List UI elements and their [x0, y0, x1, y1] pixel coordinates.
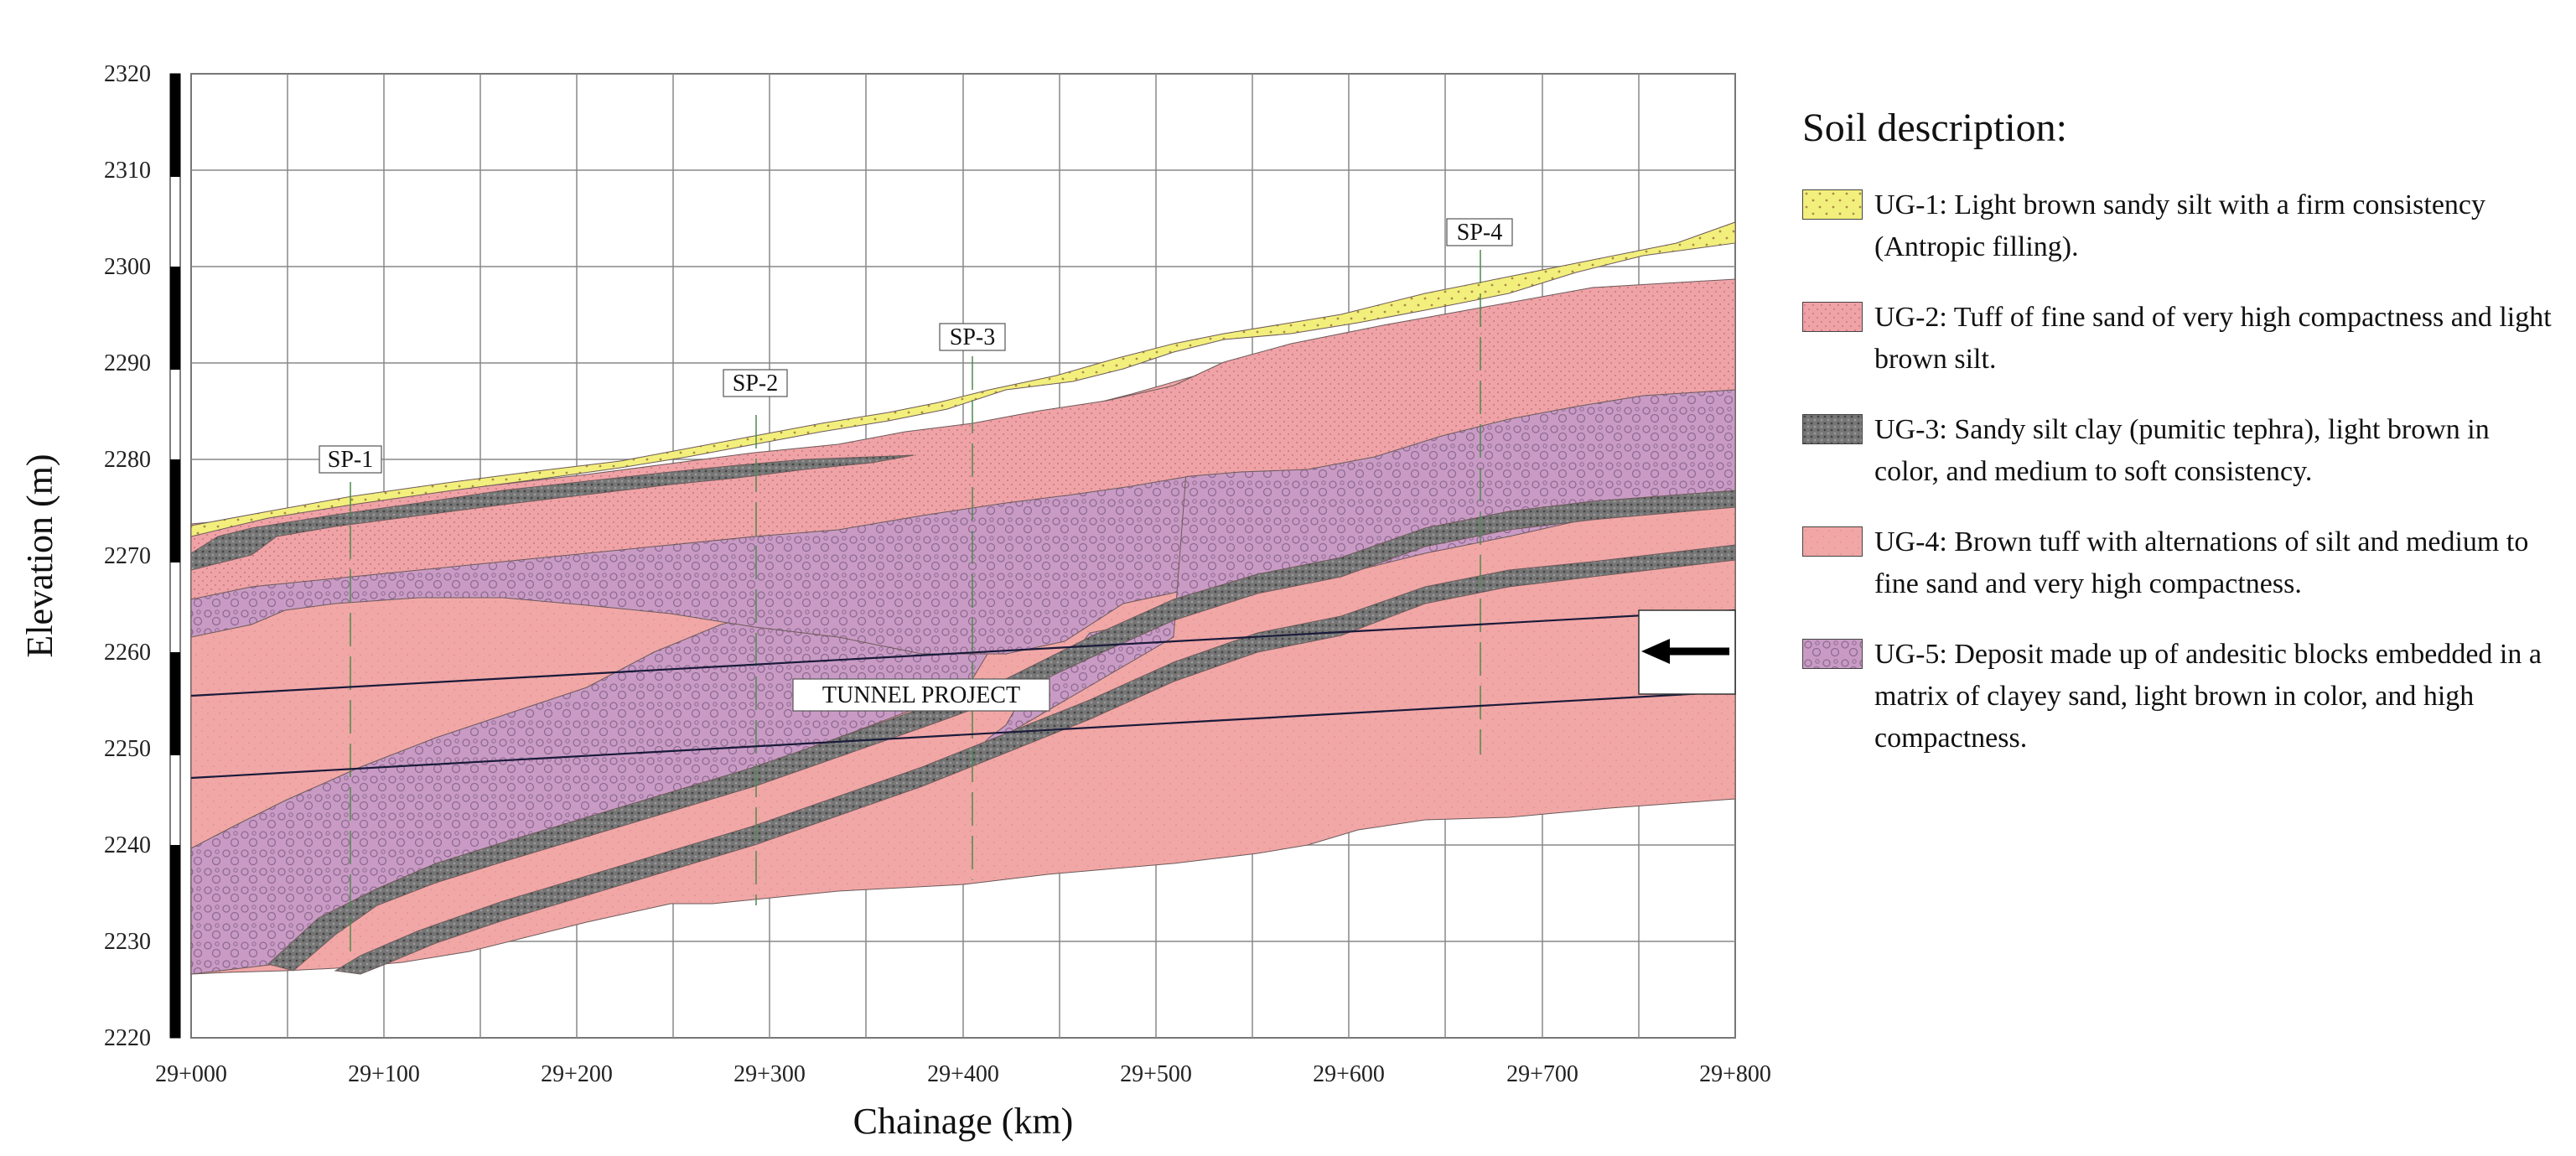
sp-3-label: SP-3 [950, 324, 995, 350]
tunnel-label: TUNNEL PROJECT [822, 682, 1020, 708]
layer-ug3-band-upper [267, 490, 1736, 972]
x-tick: 29+300 [733, 1061, 806, 1087]
x-tick: 29+200 [541, 1061, 613, 1087]
y-tick: 2260 [104, 640, 151, 666]
x-tick: 29+400 [927, 1061, 999, 1087]
legend-item-ug2: UG-2: Tuff of fine sand of very high com… [1802, 297, 2557, 381]
legend-item-ug1: UG-1: Light brown sandy silt with a firm… [1802, 184, 2557, 268]
x-tick: 29+600 [1313, 1061, 1385, 1087]
y-tick-labels: 2320 2310 2300 2290 2280 2270 2260 2250 … [104, 61, 151, 1051]
y-tick: 2220 [104, 1025, 151, 1051]
tunnel-top-line [190, 609, 1736, 697]
sp-2-label: SP-2 [733, 371, 778, 397]
legend-item-ug5: UG-5: Deposit made up of andesitic block… [1802, 634, 2557, 759]
legend-text-ug2: UG-2: Tuff of fine sand of very high com… [1874, 302, 2552, 375]
legend-item-ug3: UG-3: Sandy silt clay (pumitic tephra), … [1802, 409, 2557, 493]
layer-ug2-top [190, 278, 1736, 600]
tunnel-direction-indicator [1638, 609, 1736, 695]
y-tick: 2290 [104, 350, 151, 376]
tunnel-bottom-line [190, 690, 1736, 780]
tunnel-label-box: TUNNEL PROJECT [792, 678, 1050, 712]
ug1-swatch [1802, 189, 1863, 220]
y-tick: 2230 [104, 929, 151, 955]
legend-text-ug1: UG-1: Light brown sandy silt with a firm… [1874, 189, 2486, 262]
x-tick: 29+800 [1699, 1061, 1771, 1087]
legend-text-ug3: UG-3: Sandy silt clay (pumitic tephra), … [1874, 414, 2490, 487]
arrow-left-icon [1641, 639, 1670, 664]
ug3-swatch [1802, 414, 1863, 444]
x-tick: 29+000 [155, 1061, 227, 1087]
soil-layers [190, 221, 1736, 975]
y-tick: 2320 [104, 61, 151, 87]
y-tick: 2250 [104, 736, 151, 762]
ug2-swatch [1802, 302, 1863, 332]
y-tick: 2240 [104, 832, 151, 858]
y-axis-title: Elevation (m) [19, 454, 60, 657]
layer-ug3-shallow [190, 454, 915, 571]
x-tick-labels: 29+000 29+100 29+200 29+300 29+400 29+50… [155, 1061, 1771, 1087]
y-tick: 2310 [104, 158, 151, 184]
y-tick: 2280 [104, 447, 151, 473]
x-tick: 29+500 [1120, 1061, 1192, 1087]
sp-1-label: SP-1 [328, 447, 373, 473]
legend-text-ug4: UG-4: Brown tuff with alternations of si… [1874, 526, 2529, 599]
legend-title: Soil description: [1802, 106, 2067, 150]
y-tick: 2270 [104, 543, 151, 569]
section-lines [350, 250, 1481, 964]
layer-ug3-band-lower [334, 544, 1736, 975]
legend: Soil description: UG-1: Light brown sand… [1802, 105, 2557, 788]
sp-labels: SP-1 SP-2 SP-3 SP-4 [319, 218, 1513, 474]
layer-ug1-fill [190, 221, 1736, 537]
x-tick: 29+100 [348, 1061, 420, 1087]
legend-item-ug4: UG-4: Brown tuff with alternations of si… [1802, 521, 2557, 605]
y-tick: 2300 [104, 254, 151, 280]
legend-text-ug5: UG-5: Deposit made up of andesitic block… [1874, 639, 2542, 754]
x-tick: 29+700 [1506, 1061, 1578, 1087]
ug5-swatch [1802, 639, 1863, 669]
tunnel-lines [190, 609, 1736, 780]
elevation-scale-bar [169, 73, 181, 1039]
sp-4-label: SP-4 [1457, 220, 1502, 246]
ug4-swatch [1802, 526, 1863, 557]
x-axis-title: Chainage (km) [853, 1101, 1074, 1142]
